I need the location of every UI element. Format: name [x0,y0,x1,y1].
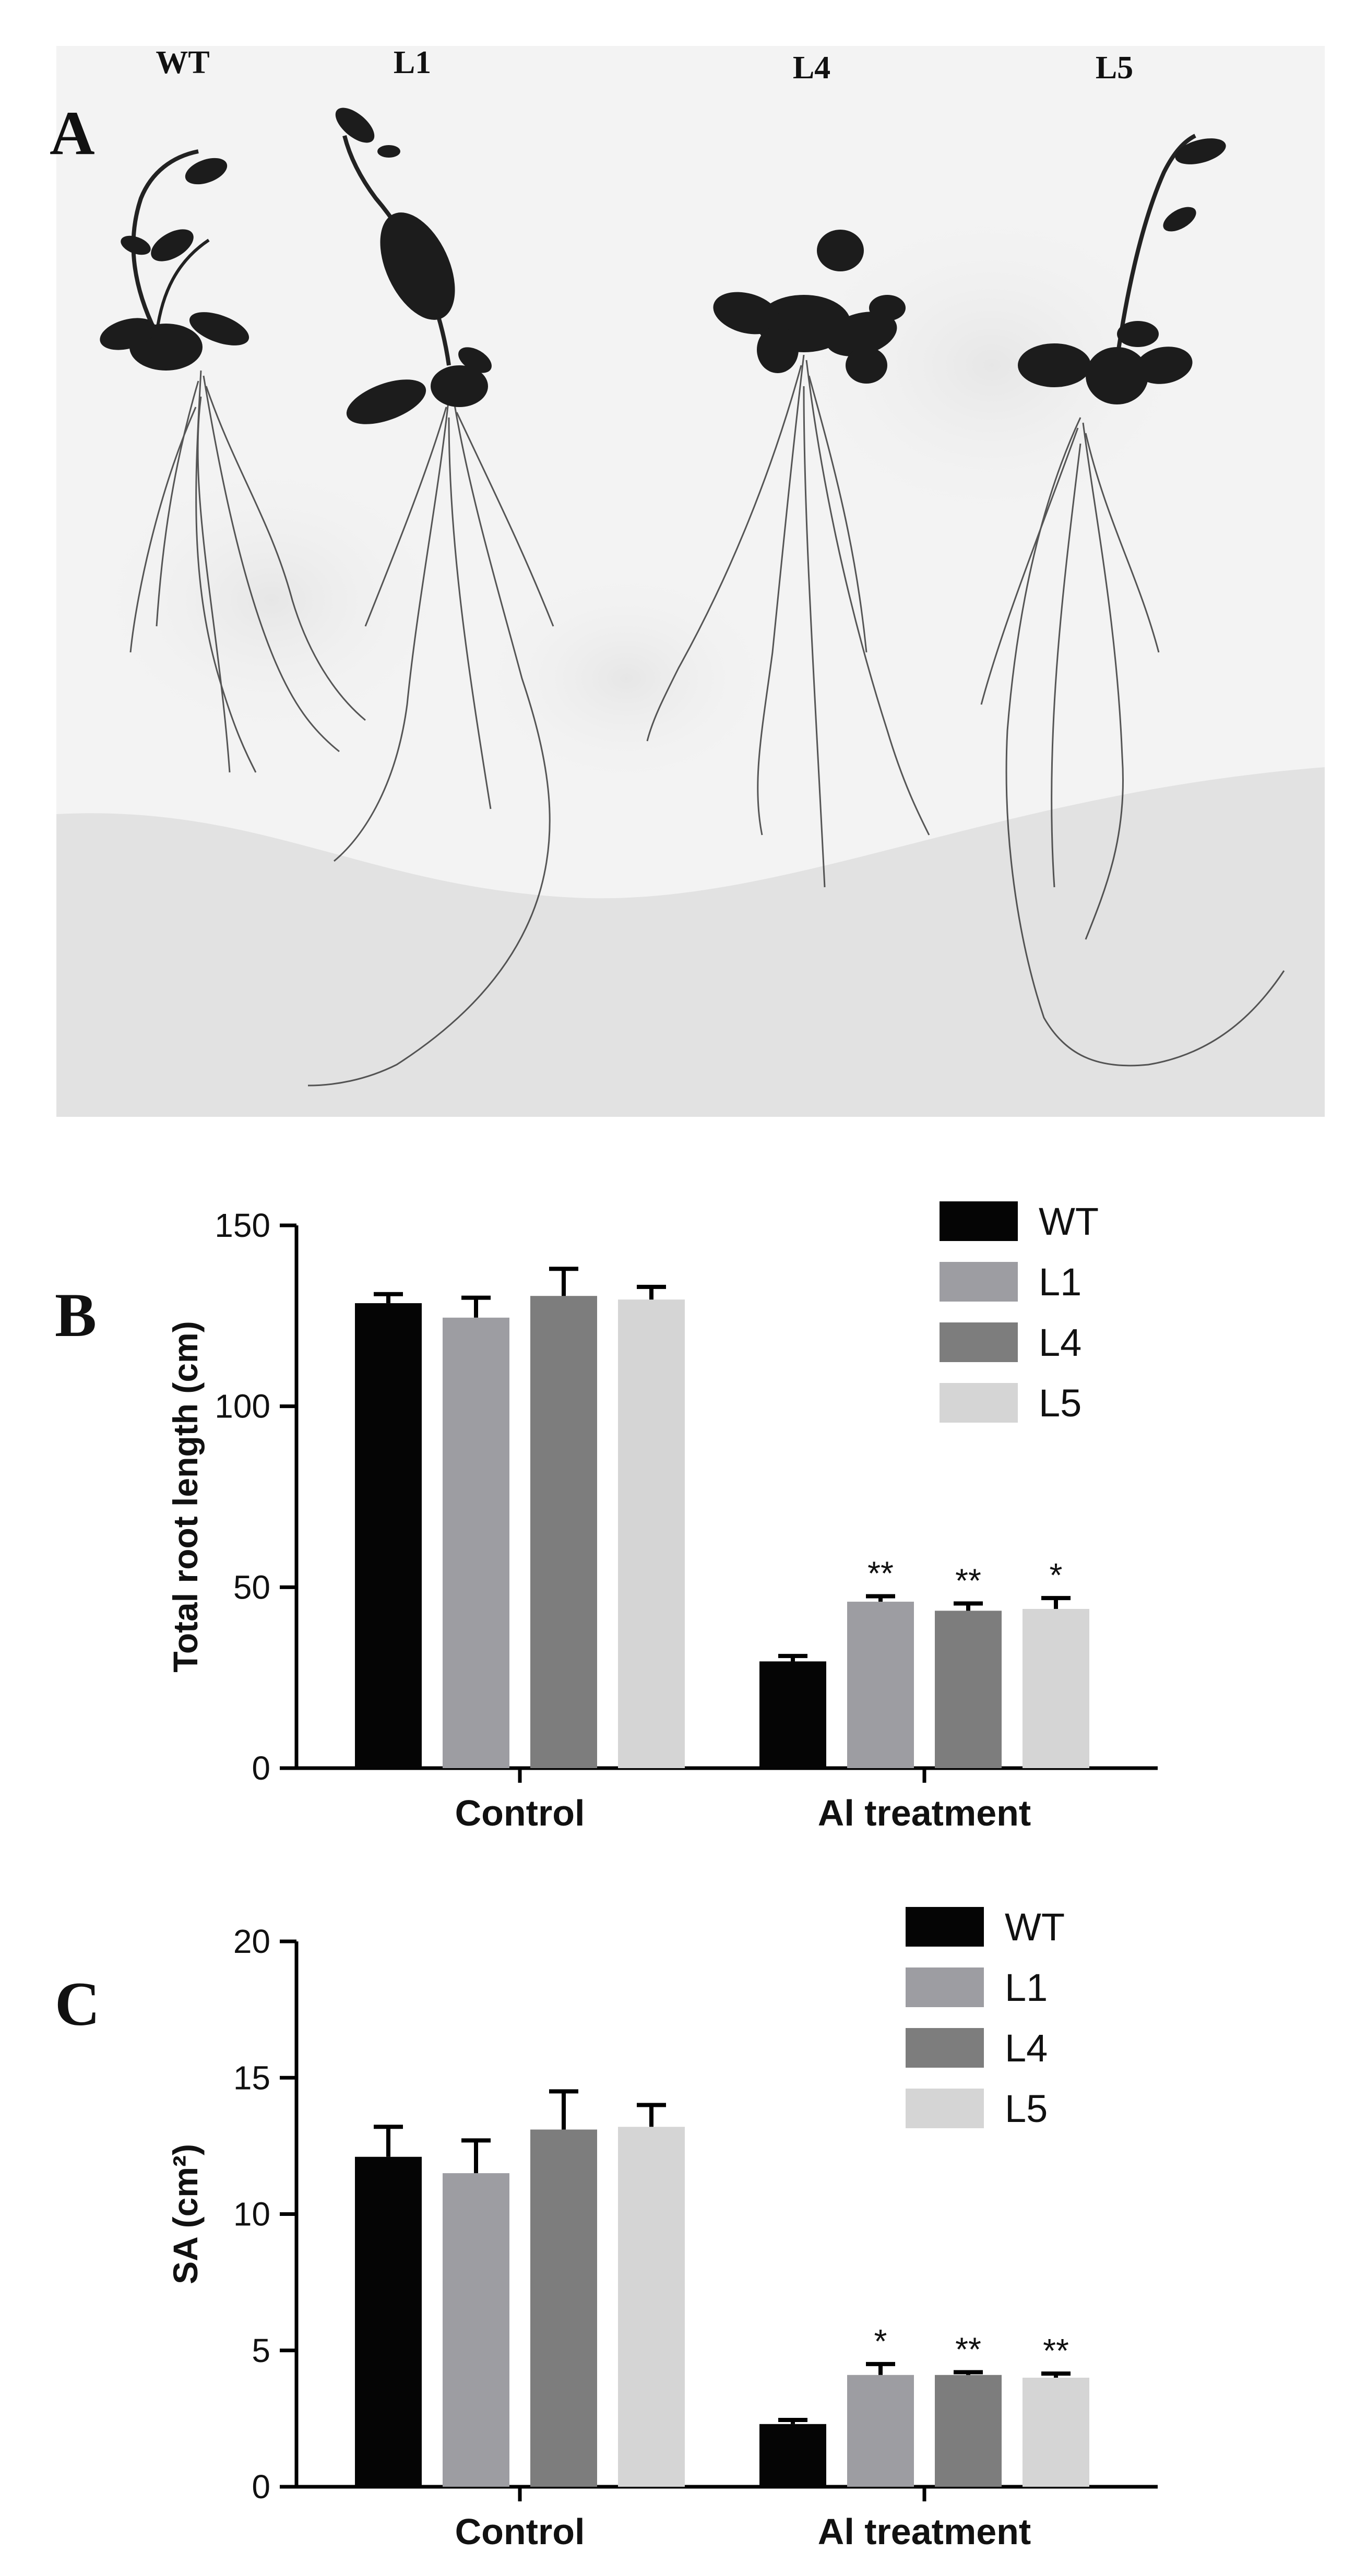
plant-label-l4: L4 [793,50,830,86]
seedling-l4-leaves [713,230,906,384]
legend-label: L5 [1039,1381,1081,1425]
y-tick-label: 10 [233,2196,270,2233]
legend-label: L1 [1039,1260,1081,1304]
bar [355,2156,422,2487]
bar [759,2424,826,2487]
bar [1023,1608,1089,1768]
significance-label: ** [955,1562,981,1600]
y-tick-label: 20 [233,1923,270,1960]
legend-label: WT [1005,1905,1065,1949]
bar [935,1611,1002,1768]
bar [618,2127,685,2487]
bar [355,1303,422,1768]
bar [1023,2378,1089,2487]
seedling-l5 [980,134,1285,1067]
bar [443,2173,509,2487]
legend-swatch [940,1262,1018,1302]
photo-blotch [470,564,783,793]
legend-swatch [940,1201,1018,1241]
bar [847,2375,914,2487]
bar [847,1602,914,1768]
seedling-l5-leaves [1018,138,1226,404]
legend-label: L5 [1005,2087,1048,2130]
seedling-l4 [646,354,930,888]
plant-label-wt: WT [156,45,209,80]
panel-a-photo: A WT L1 L4 L5 [50,45,1325,1117]
plant-label-l5: L5 [1096,50,1133,86]
bar [530,2129,597,2487]
x-category-label: Al treatment [818,2511,1031,2552]
y-tick-label: 15 [233,2059,270,2096]
y-tick-label: 100 [215,1388,270,1425]
significance-label: ** [867,1555,894,1592]
photo-gel-shadow [56,767,1325,1117]
x-category-label: Al treatment [818,1793,1031,1833]
legend-swatch [906,1907,984,1947]
legend-label: L4 [1005,2026,1048,2070]
seedling-wt [129,149,366,773]
chart-b-plot: 0 50 100 150 Total root length (cm) Control Al… [166,1200,1158,1833]
bar [759,1661,826,1768]
plant-label-l1: L1 [394,45,431,80]
seedling-l1 [307,135,554,1087]
significance-label: ** [1043,2332,1069,2369]
panel-letter-c: C [55,1969,100,2038]
bar [935,2375,1002,2487]
legend-swatch [906,2028,984,2068]
y-tick-label: 150 [215,1207,270,1244]
significance-label: * [874,2322,887,2360]
panel-letter-a: A [50,98,95,168]
legend-label: L4 [1039,1321,1081,1364]
legend-label: WT [1039,1200,1099,1243]
panel-b-chart: B 0 50 100 150 Total root length (cm) Control… [55,1200,1158,1833]
y-tick-label: 5 [252,2332,270,2369]
photo-blotch [783,198,1200,532]
legend-swatch [906,2089,984,2128]
legend-swatch [940,1322,1018,1362]
photo-blotch [84,454,459,746]
x-category-label: Control [455,2511,585,2552]
y-tick-label: 50 [233,1568,270,1606]
x-category-label: Control [455,1793,585,1833]
legend-swatch [906,1967,984,2007]
legend-label: L1 [1005,1966,1048,2009]
y-axis-label: SA (cm²) [166,2144,205,2284]
y-tick-label: 0 [252,2468,270,2506]
y-tick-label: 0 [252,1749,270,1787]
significance-label: * [1050,1556,1063,1594]
significance-label: ** [955,2331,981,2368]
legend-swatch [940,1383,1018,1423]
bar [530,1296,597,1768]
bar [443,1317,509,1768]
seedling-wt-leaves [100,158,249,371]
panel-letter-b: B [55,1280,97,1350]
seedling-l1-leaves [335,108,492,424]
bar [618,1299,685,1768]
y-axis-label: Total root length (cm) [166,1321,205,1672]
